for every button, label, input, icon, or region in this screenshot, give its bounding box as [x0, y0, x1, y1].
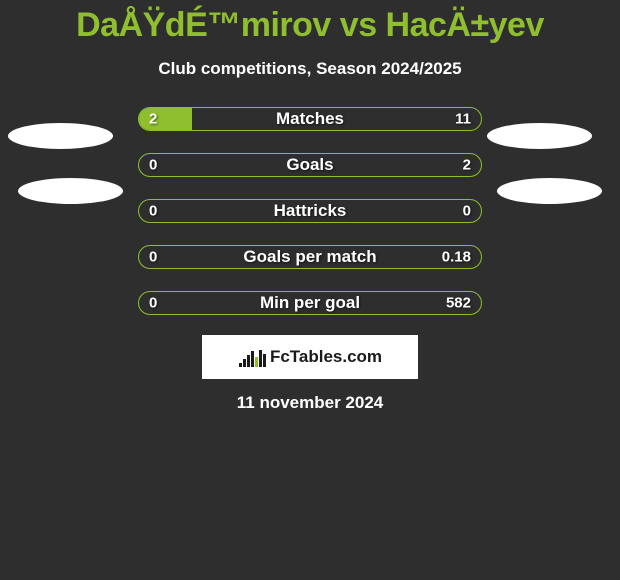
player-left-photo-top: [8, 123, 113, 149]
stat-value-right: 0: [463, 203, 471, 220]
stats-bars: 2 Matches 11 0 Goals 2 0 Hattricks 0 0 Goals per m…: [138, 107, 482, 315]
fctables-logo-icon: [238, 346, 266, 368]
stat-value-left: 0: [149, 295, 157, 312]
stat-value-left: 0: [149, 249, 157, 266]
stat-row: 0 Hattricks 0: [138, 199, 482, 223]
stat-label: Min per goal: [260, 293, 360, 313]
stat-value-left: 0: [149, 203, 157, 220]
stat-row: 0 Goals per match 0.18: [138, 245, 482, 269]
stat-label: Goals: [286, 155, 333, 175]
player-right-photo-bottom: [497, 178, 602, 204]
stat-row: 0 Min per goal 582: [138, 291, 482, 315]
stat-label: Matches: [276, 109, 344, 129]
player-left-photo-bottom: [18, 178, 123, 204]
comparison-title: DaÅŸdÉ™mirov vs HacÄ±yev: [0, 0, 620, 45]
season-subtitle: Club competitions, Season 2024/2025: [0, 59, 620, 79]
source-badge-text: FcTables.com: [270, 347, 382, 367]
stat-value-right: 11: [455, 111, 471, 128]
stat-row: 0 Goals 2: [138, 153, 482, 177]
stat-value-left: 0: [149, 157, 157, 174]
stat-value-left: 2: [149, 111, 157, 128]
stat-fill-left: [139, 108, 192, 130]
stat-label: Goals per match: [243, 247, 376, 267]
source-badge: FcTables.com: [202, 335, 418, 379]
stat-label: Hattricks: [274, 201, 347, 221]
stat-value-right: 0.18: [442, 249, 471, 266]
snapshot-date: 11 november 2024: [0, 393, 620, 413]
stat-row: 2 Matches 11: [138, 107, 482, 131]
stat-value-right: 2: [463, 157, 471, 174]
stat-value-right: 582: [446, 295, 471, 312]
player-right-photo-top: [487, 123, 592, 149]
